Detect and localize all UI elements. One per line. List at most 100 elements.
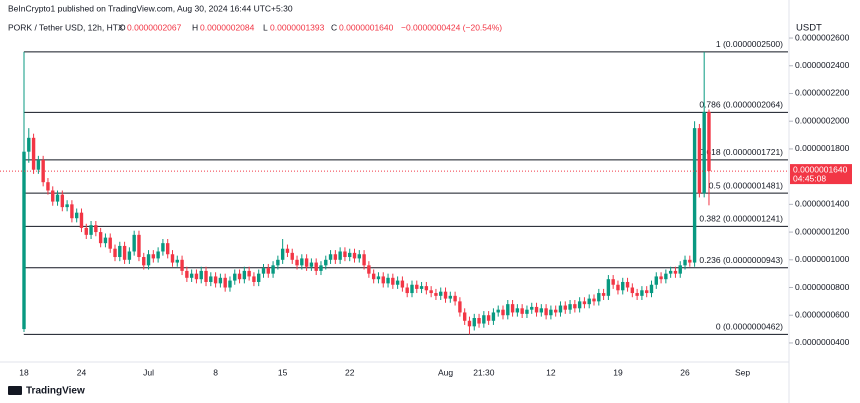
y-tick-label: 0.0000002000 (795, 115, 850, 125)
candle-body (419, 286, 424, 289)
candle-body (702, 111, 706, 194)
candle-body (285, 248, 290, 253)
legend-value: 0.0000002067 (127, 22, 182, 32)
candle-body (506, 304, 510, 316)
candle-body (611, 279, 615, 285)
y-axis-label: USDT (796, 23, 822, 34)
candle-body (515, 308, 520, 313)
publisher-line: BeInCrypto1 published on TradingView.com… (8, 3, 293, 13)
candle-body (300, 258, 304, 266)
candle-body (118, 245, 122, 258)
candle-body (170, 254, 175, 263)
candle-body (453, 295, 457, 302)
y-tick-label: 0.0000001800 (795, 143, 850, 153)
candle-body (577, 301, 582, 309)
candle-body (472, 318, 476, 327)
price-tag-countdown: 04:45:08 (793, 173, 826, 183)
candle-body (683, 259, 687, 266)
candle-body (434, 293, 438, 296)
candle-body (649, 284, 654, 294)
legend-key: L (263, 22, 268, 32)
candle-body (621, 281, 625, 291)
candle-body (304, 258, 309, 267)
candle-body (510, 304, 515, 313)
candle-body (673, 270, 678, 274)
candle-body (491, 312, 496, 321)
candle-body (439, 291, 443, 296)
candle-body (103, 237, 108, 244)
candle-body (415, 284, 419, 289)
legend-key: C (331, 22, 337, 32)
candle-body (534, 306, 539, 313)
candle-body (553, 309, 558, 313)
candle-body (496, 309, 500, 313)
candle-body (467, 320, 472, 327)
y-tick-label: 0.0000002200 (795, 88, 850, 98)
x-tick-label: 8 (213, 367, 218, 377)
candle-body (309, 262, 314, 267)
candle-body (209, 276, 213, 282)
candle-body (333, 254, 338, 260)
candle-body (482, 315, 486, 324)
candle-body (458, 301, 462, 313)
candle-body (395, 280, 400, 285)
candle-body (400, 280, 405, 288)
x-tick-label: Sep (735, 367, 750, 377)
candle-body (410, 284, 414, 294)
candle-body (692, 128, 697, 263)
candle-body (252, 276, 256, 282)
candle-body (664, 273, 668, 280)
symbol-title: PORK / Tether USD, 12h, HTX (8, 22, 124, 32)
candle-body (343, 251, 347, 258)
candle-body (98, 232, 103, 244)
candle-body (113, 248, 117, 258)
candle-body (381, 276, 385, 284)
x-tick-label: 18 (19, 367, 29, 377)
candle-body (156, 251, 160, 259)
x-tick-label: 12 (546, 367, 556, 377)
candle-body (79, 212, 84, 228)
candle-body (501, 309, 505, 316)
price-tag (790, 164, 852, 185)
candle-body (606, 279, 611, 296)
candle-body (74, 212, 79, 219)
y-tick-label: 0.0000000400 (795, 337, 850, 347)
candle-body (352, 252, 357, 259)
candle-body (544, 308, 548, 316)
fib-label: 0 (0.0000000462) (716, 322, 783, 332)
fib-label: 0.236 (0.0000000943) (699, 255, 783, 265)
candle-body (237, 273, 242, 280)
candle-body (659, 276, 663, 280)
candle-body (223, 277, 227, 288)
legend-key: H (192, 22, 198, 32)
candle-body (108, 237, 112, 249)
candle-body (486, 315, 491, 321)
candle-body (46, 182, 50, 191)
candle-body (405, 287, 409, 294)
candle-body (668, 270, 673, 274)
candle-body (587, 298, 591, 305)
y-tick-label: 0.0000001200 (795, 226, 850, 236)
x-tick-label: 22 (345, 367, 355, 377)
candle-body (266, 268, 270, 274)
candle-body (55, 194, 60, 202)
candle-body (707, 111, 711, 172)
brand: TradingView (8, 386, 85, 397)
candle-body (367, 265, 371, 274)
candle-body (654, 276, 658, 285)
candle-body (204, 270, 208, 282)
candle-body (357, 254, 361, 259)
candle-body (199, 270, 203, 280)
candle-body (592, 298, 596, 302)
x-tick-label: Aug (438, 367, 453, 377)
candle-body (678, 265, 682, 274)
x-tick-label: 24 (77, 367, 87, 377)
candle-body (324, 259, 328, 266)
candle-body (362, 254, 366, 266)
y-tick-label: 0.0000000600 (795, 309, 850, 319)
candle-body (625, 281, 630, 288)
candle-body (41, 160, 45, 183)
y-tick-label: 0.0000001400 (795, 199, 850, 209)
